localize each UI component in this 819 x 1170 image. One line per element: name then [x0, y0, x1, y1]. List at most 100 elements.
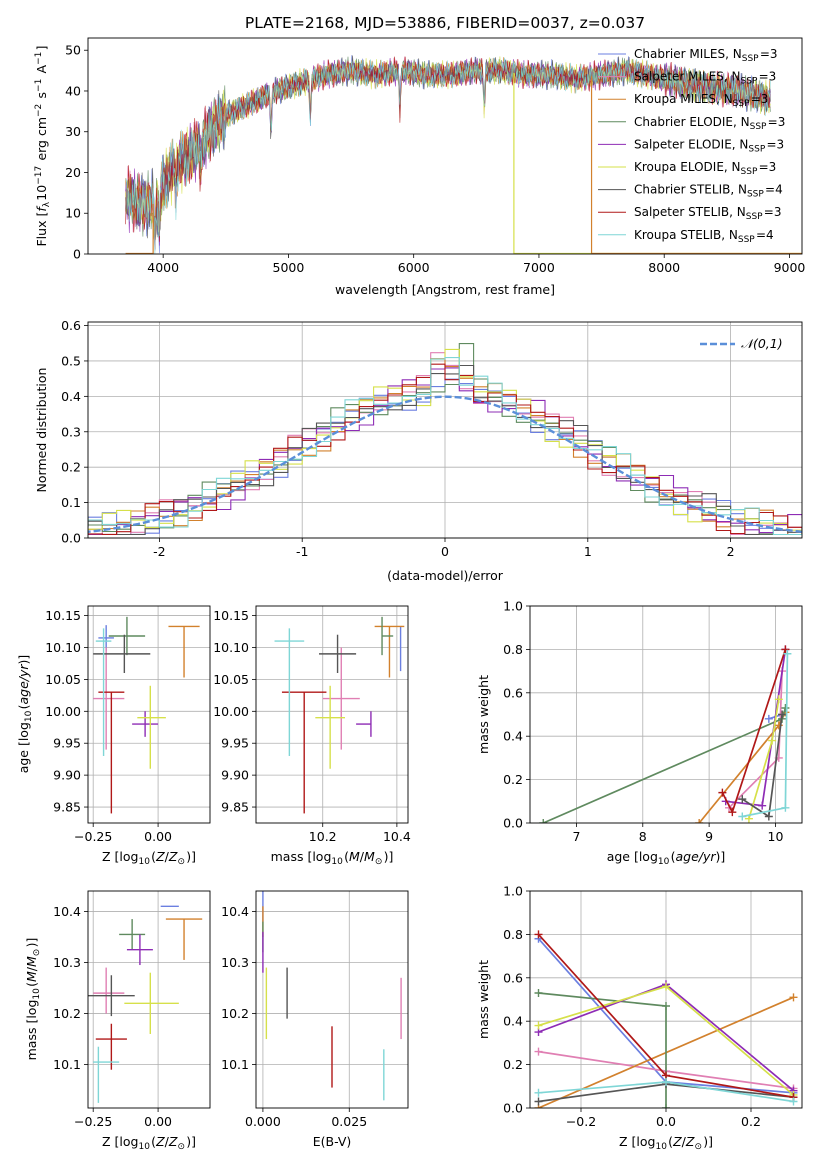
- axes-frame: [87, 605, 211, 824]
- y-axis-label-part: erg cm: [34, 117, 49, 165]
- weight-marker: [781, 703, 790, 712]
- axes-frame: [529, 890, 803, 1109]
- y-axis-label-part: 10: [32, 988, 42, 1000]
- legend-label-part: =3: [764, 205, 782, 219]
- y-tick-label: 1.0: [503, 599, 523, 614]
- y-tick-label: 10.2: [221, 1006, 249, 1021]
- legend-label-part: Salpeter ELODIE, N: [634, 137, 748, 151]
- x-axis-label-part: ⊙: [375, 857, 383, 867]
- x-axis-label-part: (: [151, 849, 156, 864]
- y-tick-label: 10.1: [53, 1057, 81, 1072]
- weight-marker: [695, 819, 704, 823]
- y-axis-label-part: M: [24, 971, 39, 982]
- y-axis-label-part: (: [16, 705, 31, 710]
- weight-marker: [534, 1047, 543, 1056]
- y-axis-label-part: −1: [34, 52, 44, 65]
- x-axis-label-part: )]: [716, 849, 726, 864]
- weight-marker: [662, 1002, 670, 1011]
- panel-spectrum: 4000 5000 6000 7000 8000 9000 0 10 20 30 40 50 Chabr…: [34, 37, 805, 297]
- x-axis-label-part: ⊙: [177, 857, 185, 867]
- y-tick-label: 0.2: [503, 1057, 523, 1072]
- legend-label: Salpeter STELIB, NSSP =3: [634, 205, 782, 222]
- x-tick-label: 0: [441, 544, 449, 559]
- y-axis-label-part: A: [34, 64, 49, 77]
- legend-label: Kroupa STELIB, NSSP =4: [634, 228, 774, 245]
- x-tick-label: 0.025: [331, 1114, 367, 1129]
- y-axis-label: Flux [fλ 10−17 erg cm−2 s−1 A−1 ]: [34, 45, 52, 246]
- weight-marker: [539, 819, 548, 823]
- y-tick-label: 0.1: [61, 495, 81, 510]
- y-tick-label: 10.10: [213, 640, 249, 655]
- panel-mass_vs_ebv: 0.000 0.025 10.1 10.2 10.3 10.4 E(B-V): [221, 890, 409, 1149]
- legend-label-part: =3: [760, 47, 778, 61]
- legend-label-part: =3: [751, 92, 769, 106]
- panel-mass_vs_Z: −0.25 0.00 10.1 10.2 10.3 10.4 Z [log10 (Z/Z⊙ …: [24, 890, 211, 1152]
- plot-area-weight_vs_age: [539, 645, 792, 823]
- legend-label-part: SSP: [747, 190, 764, 200]
- y-axis-label: age [log10 (age/yr)]: [16, 655, 34, 774]
- y-axis-label-part: age [log: [16, 722, 31, 773]
- x-axis-label: Z [log10 (Z/Z⊙ )]: [102, 849, 196, 867]
- y-axis-label-part: 10: [24, 710, 34, 722]
- y-axis-label: Normed distribution: [34, 368, 49, 493]
- y-tick-label: 0.4: [503, 1014, 523, 1029]
- spectrum-line: [125, 56, 771, 237]
- y-tick-label: 9.95: [221, 736, 249, 751]
- y-tick-label: 20: [65, 165, 81, 180]
- y-tick-label: 0.0: [503, 1101, 523, 1116]
- legend-label-part: Chabrier STELIB, N: [634, 183, 747, 197]
- x-tick-label: 6000: [398, 260, 430, 275]
- weight-marker: [781, 803, 790, 812]
- normal-curve: [88, 395, 802, 534]
- weight-marker: [738, 812, 747, 821]
- x-axis-label-part: 10: [138, 857, 150, 867]
- weight-marker: [764, 812, 773, 821]
- x-axis-label-part: Z [log: [619, 1134, 655, 1149]
- x-axis-label-part: /: [360, 849, 365, 864]
- legend-label: 𝒩(0,1): [741, 336, 783, 351]
- y-tick-label: 0.4: [61, 389, 81, 404]
- weight-marker: [534, 1097, 543, 1106]
- y-axis-label-part: λ: [42, 201, 52, 207]
- panel-age_vs_mass: 10.2 10.4 9.85 9.90 9.95 10.00 10.05 10.10 10.15…: [213, 605, 411, 867]
- y-tick-label: 0.0: [503, 816, 523, 831]
- legend-label: Kroupa MILES, NSSP =3: [634, 92, 768, 109]
- y-tick-label: 0.3: [61, 424, 81, 439]
- x-axis-label-part: /: [165, 1134, 170, 1149]
- weight-marker: [728, 808, 737, 817]
- y-tick-label: 10.3: [53, 955, 81, 970]
- axes-frame: [255, 605, 409, 824]
- y-axis-label-part: /: [24, 966, 39, 971]
- y-axis-label-part: age/yr: [16, 664, 31, 705]
- weight-marker: [789, 1097, 798, 1106]
- weight-marker: [662, 982, 670, 991]
- y-axis-label-part: (: [24, 982, 39, 987]
- legend-label: Chabrier STELIB, NSSP =4: [634, 183, 783, 200]
- y-tick-label: 10.3: [221, 955, 249, 970]
- x-tick-label: 8: [639, 829, 647, 844]
- x-axis-label-part: )]: [186, 849, 196, 864]
- legend-label-part: Kroupa STELIB, N: [634, 228, 738, 242]
- x-axis-label: Z [log10 (Z/Z⊙ )]: [102, 1134, 196, 1152]
- y-tick-label: 0: [73, 247, 81, 262]
- x-tick-label: -2: [153, 544, 165, 559]
- axes-frame: [255, 890, 409, 1109]
- legend-label-part: SSP: [748, 144, 765, 154]
- weight-marker: [662, 1077, 670, 1086]
- histogram-step: [88, 357, 802, 536]
- y-axis-label-part: Flux [: [34, 212, 49, 247]
- legend-label-part: SSP: [746, 212, 763, 222]
- legend-label-part: Salpeter MILES, N: [634, 70, 741, 84]
- histogram-step: [88, 367, 802, 536]
- x-tick-label: 0.00: [144, 829, 172, 844]
- x-axis-label-part: ⊙: [177, 1142, 185, 1152]
- legend-label-part: Salpeter STELIB, N: [634, 205, 746, 219]
- plot-area-residual_hist: [88, 343, 802, 536]
- figure-title: PLATE=2168, MJD=53886, FIBERID=0037, z=0…: [245, 14, 645, 32]
- legend-label-part: SSP: [733, 99, 750, 109]
- x-axis-label-part: ⊙: [694, 1142, 702, 1152]
- weight-marker: [718, 788, 727, 797]
- x-axis-label-part: )]: [384, 849, 394, 864]
